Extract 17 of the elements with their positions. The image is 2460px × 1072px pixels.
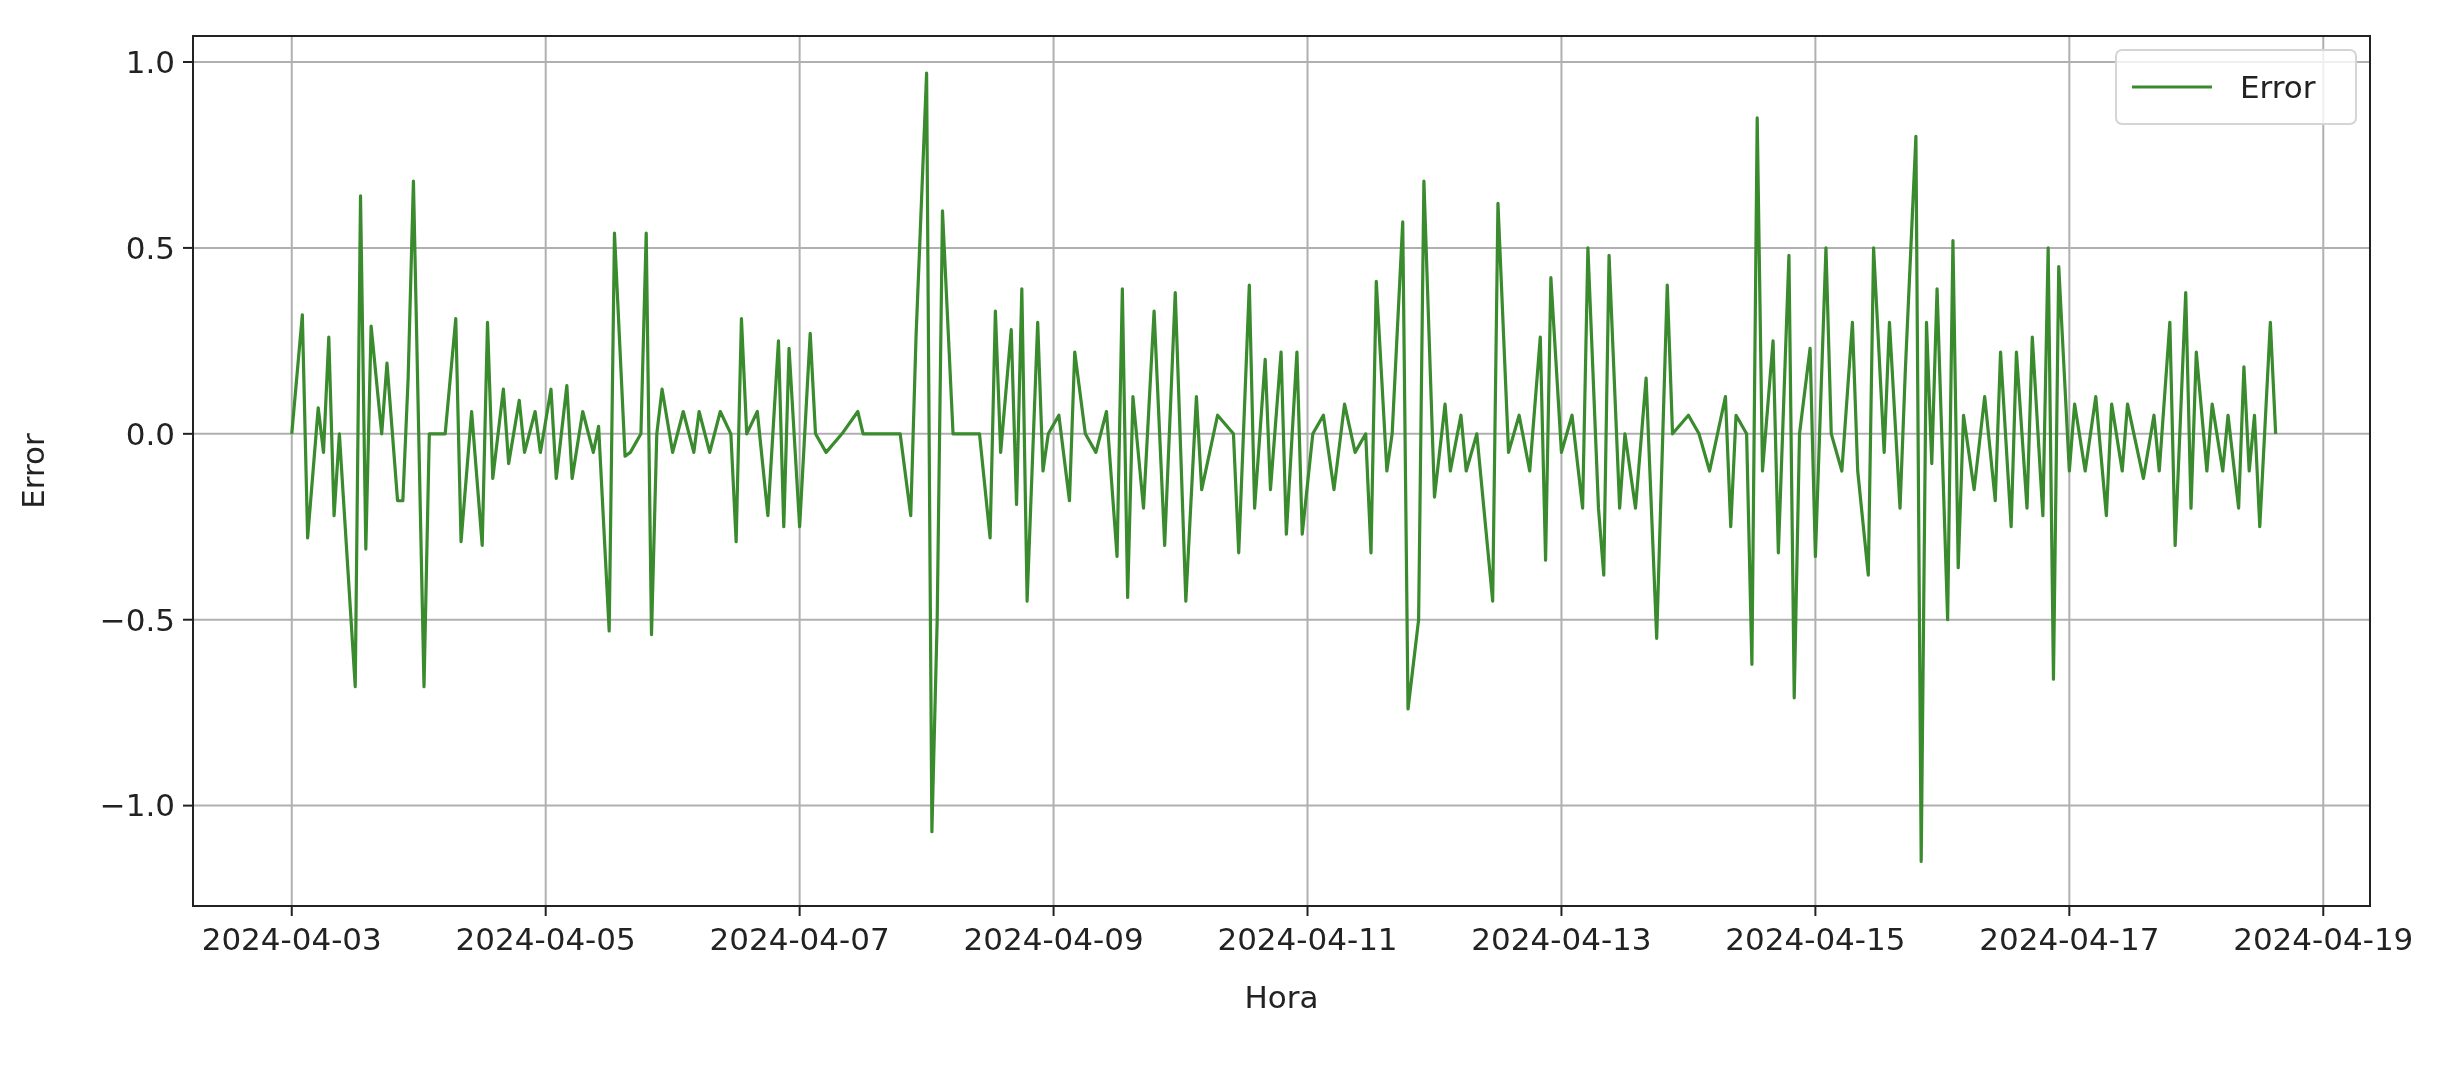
- x-tick-label: 2024-04-03: [201, 921, 382, 957]
- y-tick-label: 1.0: [125, 43, 175, 80]
- x-tick-label: 2024-04-05: [455, 921, 636, 957]
- y-tick-label: −1.0: [99, 787, 175, 824]
- x-tick-label: 2024-04-17: [1979, 921, 2160, 957]
- x-tick-label: 2024-04-07: [709, 921, 890, 957]
- y-tick-label: −0.5: [99, 601, 175, 638]
- x-tick-label: 2024-04-19: [2233, 921, 2414, 957]
- x-tick-label: 2024-04-15: [1725, 921, 1906, 957]
- x-tick-label: 2024-04-09: [963, 921, 1144, 957]
- y-axis-title: Error: [15, 432, 51, 509]
- legend-label: Error: [2240, 68, 2316, 105]
- y-tick-label: 0.5: [125, 229, 175, 266]
- x-tick-label: 2024-04-13: [1471, 921, 1652, 957]
- x-axis-title: Hora: [1244, 979, 1319, 1015]
- x-tick-label: 2024-04-11: [1217, 921, 1398, 957]
- y-tick-label: 0.0: [125, 415, 175, 452]
